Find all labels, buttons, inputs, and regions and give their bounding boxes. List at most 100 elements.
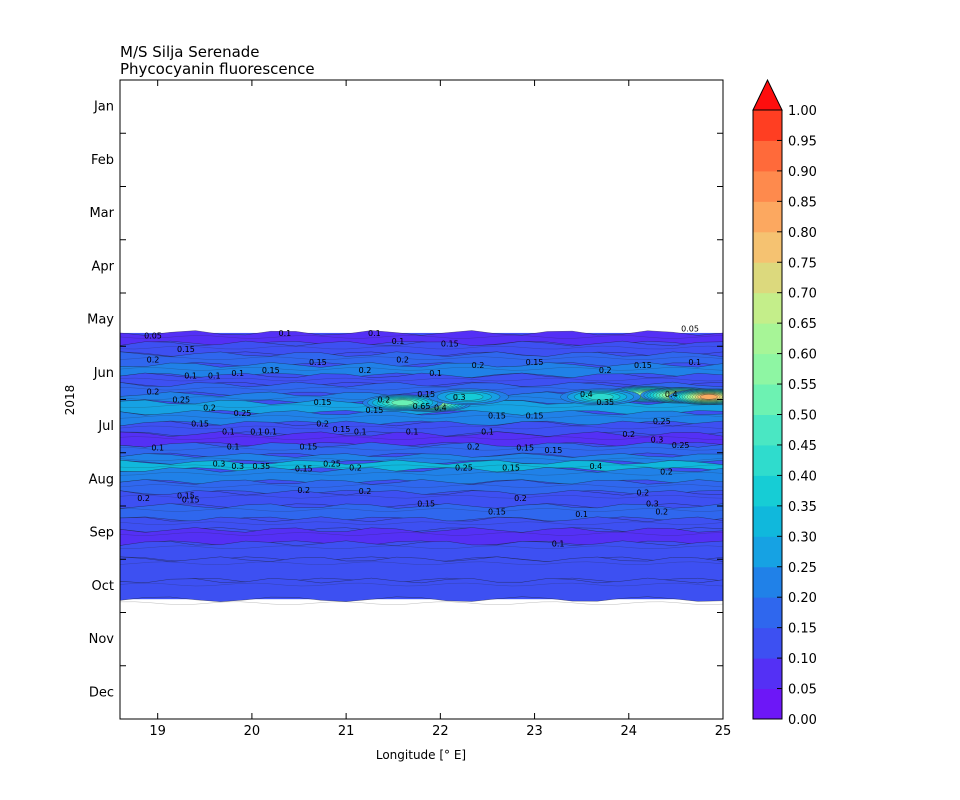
colorbar-tick-label: 0.05 bbox=[788, 683, 817, 698]
contour-line bbox=[120, 521, 723, 525]
colorbar-tick-label: 0.80 bbox=[788, 226, 817, 241]
colorbar-swatch bbox=[753, 566, 782, 598]
y-tick-label: Dec bbox=[89, 685, 114, 700]
colorbar-tick-label: 0.30 bbox=[788, 530, 817, 545]
colorbar-tick-label: 1.00 bbox=[788, 104, 817, 119]
colorbar-tick-label: 0.35 bbox=[788, 500, 817, 515]
contour-label: 0.15 bbox=[177, 345, 195, 354]
contour-label: 0.15 bbox=[417, 499, 435, 508]
colorbar-tick-label: 0.20 bbox=[788, 591, 817, 606]
colorbar-tick-label: 0.45 bbox=[788, 439, 817, 454]
contour-band bbox=[120, 527, 723, 547]
contour-label: 0.3 bbox=[453, 393, 466, 402]
contour-label: 0.1 bbox=[429, 369, 442, 378]
y-tick-label: Oct bbox=[92, 579, 114, 594]
plot-area: 0.05 0.1 0.10.1 0.150.050.150.2 0.150.20.2 0.… bbox=[120, 325, 723, 605]
contour-label: 0.15 bbox=[191, 419, 209, 428]
contour-band bbox=[120, 556, 723, 584]
contour-label: 0.2 bbox=[316, 419, 329, 428]
contour-label: 0.1 bbox=[688, 358, 701, 367]
x-axis-label: Longitude [° E] bbox=[376, 748, 466, 762]
contour-label: 0.15 bbox=[314, 398, 332, 407]
contour-label: 0.2 bbox=[359, 366, 372, 375]
y-tick-label: Jul bbox=[97, 419, 114, 434]
colorbar-swatch bbox=[753, 536, 782, 568]
contour-label: 0.3 bbox=[231, 462, 244, 471]
colorbar-swatch bbox=[753, 384, 782, 415]
colorbar-tick-label: 0.10 bbox=[788, 652, 817, 667]
contour-line bbox=[120, 472, 723, 476]
contour-label: 0.15 bbox=[488, 411, 506, 420]
contour-label: 0.1 bbox=[250, 427, 263, 436]
contour-label: 0.2 bbox=[349, 464, 362, 473]
contour-line bbox=[120, 545, 723, 549]
contour-label: 0.15 bbox=[526, 358, 544, 367]
contour-label: 0.2 bbox=[396, 356, 409, 365]
colorbar-tick-label: 0.75 bbox=[788, 256, 817, 271]
contour-label: 0.25 bbox=[172, 396, 190, 405]
colorbar-tick-label: 0.55 bbox=[788, 378, 817, 393]
x-tick-label: 25 bbox=[715, 724, 732, 739]
x-tick-label: 24 bbox=[621, 724, 638, 739]
y-tick-label: Nov bbox=[89, 632, 115, 647]
hotspot bbox=[453, 393, 484, 401]
colorbar-swatch bbox=[753, 170, 782, 202]
contour-line bbox=[120, 345, 723, 350]
y-tick-label: Apr bbox=[92, 259, 115, 274]
contour-line bbox=[120, 335, 723, 339]
contour-label: 0.2 bbox=[599, 366, 612, 375]
y-axis-label: 2018 bbox=[63, 385, 77, 416]
colorbar-tick-label: 0.85 bbox=[788, 195, 817, 210]
contour-label: 0.25 bbox=[672, 441, 690, 450]
contour-band bbox=[120, 467, 723, 485]
contour-label: 0.2 bbox=[655, 507, 668, 516]
colorbar-swatch bbox=[753, 505, 782, 537]
contour-label: 0.1 bbox=[368, 329, 381, 338]
x-tick-label: 23 bbox=[526, 724, 543, 739]
contour-line bbox=[120, 356, 723, 360]
contour-label: 0.1 bbox=[481, 427, 494, 436]
contour-band bbox=[120, 330, 723, 347]
colorbar-tick-label: 0.65 bbox=[788, 317, 817, 332]
colorbar-swatch bbox=[753, 231, 782, 263]
contour-label: 0.05 bbox=[144, 332, 162, 341]
colorbar-swatch bbox=[753, 414, 782, 446]
colorbar-swatch bbox=[753, 292, 782, 324]
colorbar-swatch bbox=[753, 353, 782, 385]
contour-label: 0.1 bbox=[227, 442, 240, 451]
contour-label: 0.2 bbox=[637, 489, 650, 498]
contour-line bbox=[120, 436, 723, 440]
colorbar-tick-label: 0.90 bbox=[788, 165, 817, 180]
contour-label: 0.1 bbox=[151, 443, 164, 452]
y-tick-label: Sep bbox=[89, 526, 114, 541]
contour-label: 0.2 bbox=[203, 403, 216, 412]
contour-label: 0.4 bbox=[580, 390, 593, 399]
colorbar-tick-label: 0.00 bbox=[788, 713, 817, 728]
colorbar-swatch bbox=[753, 110, 782, 141]
contour-line bbox=[120, 415, 723, 419]
contour-label: 0.1 bbox=[406, 427, 419, 436]
contour-label: 0.15 bbox=[502, 464, 520, 473]
colorbar-tick-label: 0.70 bbox=[788, 287, 817, 302]
colorbar-swatch bbox=[753, 688, 782, 720]
contour-line bbox=[120, 425, 723, 430]
contour-label: 0.15 bbox=[365, 406, 383, 415]
hotspot bbox=[587, 393, 614, 401]
contour-label: 0.25 bbox=[455, 464, 473, 473]
colorbar-extend-arrow bbox=[752, 78, 783, 111]
contour-label: 0.25 bbox=[653, 417, 671, 426]
contour-line bbox=[120, 377, 723, 382]
colorbar-swatch bbox=[753, 262, 782, 294]
contour-label: 0.1 bbox=[231, 369, 244, 378]
contour-label: 0.4 bbox=[589, 462, 602, 471]
contour-label: 0.2 bbox=[467, 442, 480, 451]
colorbar-swatch bbox=[753, 627, 782, 659]
contour-label: 0.15 bbox=[545, 446, 563, 455]
contour-label: 0.15 bbox=[309, 358, 327, 367]
contour-line bbox=[120, 447, 723, 451]
colorbar-tick-label: 0.15 bbox=[788, 622, 817, 637]
colorbar-tick-label: 0.25 bbox=[788, 561, 817, 576]
colorbar-swatch bbox=[753, 140, 782, 172]
contour-line bbox=[120, 464, 723, 468]
contour-label: 0.15 bbox=[488, 507, 506, 516]
